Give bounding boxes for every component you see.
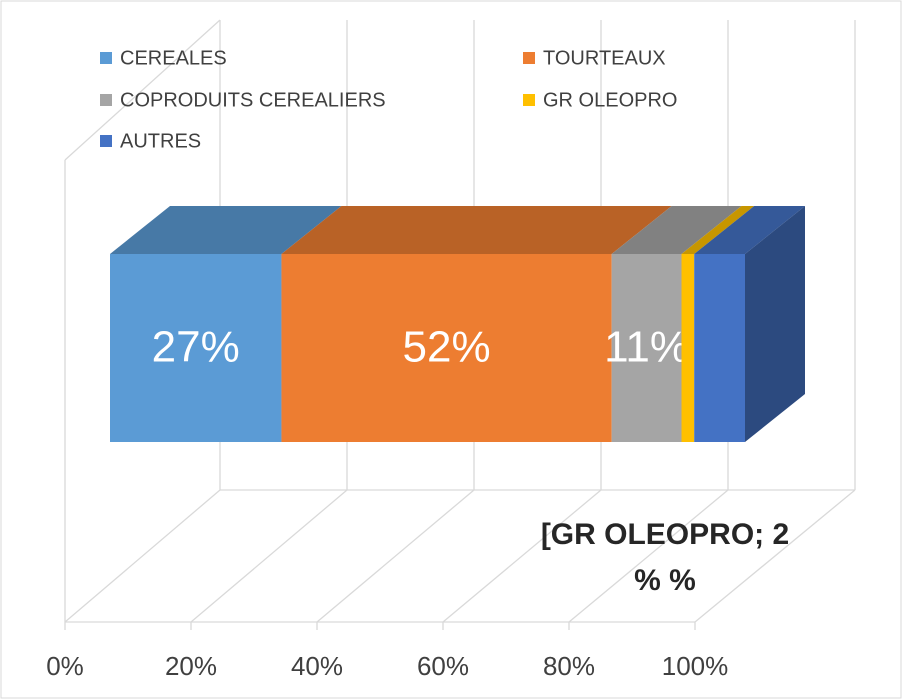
bar (110, 254, 282, 442)
data-label: 52% (403, 323, 491, 372)
bar-top (694, 206, 805, 254)
legend-swatch (100, 52, 112, 64)
bar-top (611, 206, 742, 254)
x-tick-label: 60% (417, 651, 469, 681)
grid-line (694, 489, 856, 623)
grid-line (64, 489, 221, 623)
x-tick-label: 20% (165, 651, 217, 681)
x-tick-label: 100% (662, 651, 729, 681)
bar (611, 254, 682, 442)
grid-line (442, 489, 602, 623)
bar-top (281, 206, 672, 254)
legend-label: AUTRES (120, 130, 201, 152)
bar-top (110, 206, 342, 254)
legend-swatch (523, 94, 535, 106)
legend-label: GR OLEOPRO (543, 89, 677, 111)
bar-top (681, 206, 755, 254)
legend-swatch (100, 94, 112, 106)
x-tick-label: 0% (46, 651, 84, 681)
legend-swatch (523, 52, 535, 64)
data-label: 11% (604, 323, 689, 372)
legend-label: COPRODUITS CEREALIERS (120, 89, 386, 111)
bar-side (745, 206, 805, 442)
wall-top-edge (64, 19, 221, 161)
grid-line (568, 489, 729, 623)
grid-line (190, 489, 348, 623)
x-tick-label: 40% (291, 651, 343, 681)
data-label: [GR OLEOPRO; 2 % % (540, 518, 790, 597)
x-tick-label: 80% (543, 651, 595, 681)
grid-line (316, 489, 475, 623)
bar (281, 254, 612, 442)
legend-swatch (100, 135, 112, 147)
bar (681, 254, 695, 442)
legend-label: TOURTEAUX (543, 47, 666, 69)
legend-label: CEREALES (120, 47, 227, 69)
data-label: 27% (152, 323, 240, 372)
bar (694, 254, 745, 442)
